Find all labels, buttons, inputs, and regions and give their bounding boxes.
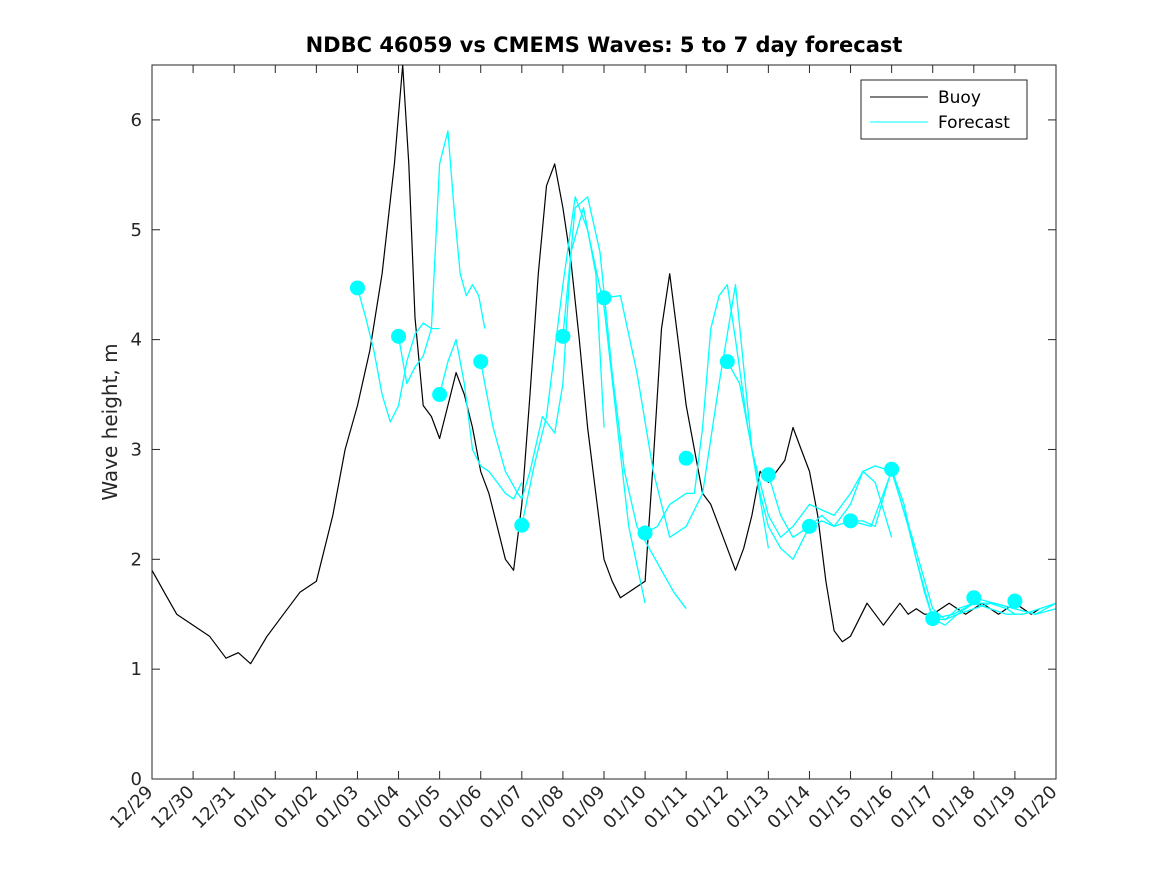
x-tick-label: 01/04: [353, 782, 405, 834]
x-tick-label: 12/30: [147, 782, 199, 834]
forecast-marker: [801, 518, 817, 534]
forecast-marker: [678, 450, 694, 466]
chart-title: NDBC 46059 vs CMEMS Waves: 5 to 7 day fo…: [306, 33, 903, 57]
legend-box: [860, 79, 1028, 140]
y-tick-label: 4: [131, 330, 142, 351]
forecast-marker: [1007, 593, 1023, 609]
x-tick-label: 01/09: [558, 782, 610, 834]
forecast-marker: [514, 517, 530, 533]
forecast-line-2: [397, 130, 486, 385]
x-tick-label: 01/06: [435, 782, 487, 834]
x-tick-label: 01/05: [394, 782, 446, 834]
forecast-line-1: [356, 287, 440, 423]
x-tick-label: 01/07: [476, 782, 528, 834]
x-tick-label: 01/16: [846, 782, 898, 834]
buoy-line: [151, 64, 1040, 665]
forecast-marker: [349, 280, 365, 296]
x-tick-label: 01/12: [681, 782, 733, 834]
y-tick-label: 1: [131, 659, 142, 680]
forecast-marker: [925, 611, 941, 627]
x-tick-label: 01/08: [517, 782, 569, 834]
forecast-line-5: [521, 196, 646, 604]
forecast-line-13: [890, 469, 1057, 621]
x-tick-label: 01/02: [270, 782, 322, 834]
forecast-marker: [555, 328, 571, 344]
x-tick-label: 01/20: [1010, 782, 1062, 834]
x-tick-label: 01/11: [640, 782, 692, 834]
x-tick-label: 01/18: [928, 782, 980, 834]
plot-frame: [151, 64, 1057, 780]
forecast-marker: [637, 525, 653, 541]
y-tick-label: 5: [131, 220, 142, 241]
legend-forecast-label: Forecast: [938, 113, 1010, 133]
forecast-line-6: [562, 196, 687, 610]
y-tick-label: 6: [131, 110, 142, 131]
x-tick-label: 01/01: [229, 782, 281, 834]
forecast-line-3: [438, 338, 523, 500]
x-tick-label: 01/17: [887, 782, 939, 834]
series-group: [151, 64, 1057, 665]
forecast-line-8: [644, 284, 811, 560]
x-tick-label: 01/14: [763, 782, 815, 834]
x-tick-label: 01/03: [311, 782, 363, 834]
forecast-marker: [843, 513, 859, 529]
y-axis-label: Wave height, m: [98, 343, 122, 500]
forecast-marker: [719, 354, 735, 370]
forecast-marker: [760, 467, 776, 483]
forecast-marker: [391, 328, 407, 344]
x-tick-label: 01/10: [599, 782, 651, 834]
x-tick-label: 01/13: [722, 782, 774, 834]
x-tick-label: 12/31: [188, 782, 240, 834]
y-tick-label: 0: [131, 769, 142, 790]
legend: Buoy Forecast: [860, 79, 1028, 140]
y-tick-label: 2: [131, 549, 142, 570]
forecast-line-4: [480, 207, 605, 500]
forecast-marker: [473, 354, 489, 370]
forecast-marker: [596, 290, 612, 306]
legend-buoy-label: Buoy: [938, 88, 981, 108]
forecast-marker: [884, 461, 900, 477]
x-tick-label: 01/19: [969, 782, 1021, 834]
forecast-line-10: [767, 470, 893, 538]
forecast-line-15: [973, 597, 1057, 615]
forecast-line-7: [603, 284, 770, 549]
forecast-marker: [966, 590, 982, 606]
forecast-marker: [432, 387, 448, 403]
x-tick-label: 01/15: [805, 782, 857, 834]
y-tick-label: 3: [131, 439, 142, 460]
